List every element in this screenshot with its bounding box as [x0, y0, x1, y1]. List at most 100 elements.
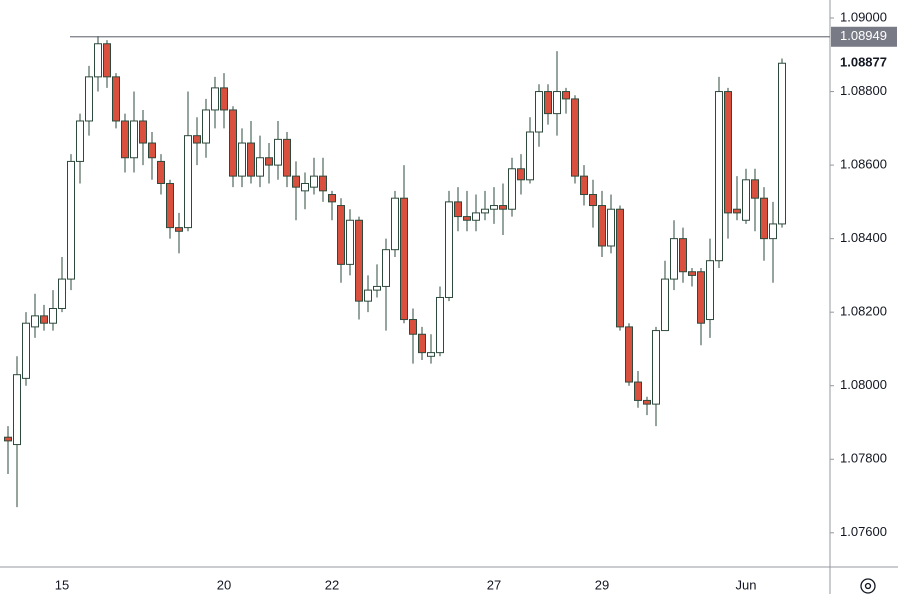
x-tick-label: Jun — [736, 577, 757, 592]
candle-body — [256, 157, 264, 177]
candle-body — [301, 182, 309, 192]
candle-body — [679, 238, 687, 273]
candle-body — [76, 120, 84, 162]
candle-body — [283, 138, 291, 177]
icon-ring — [860, 578, 876, 594]
x-tick-label: 22 — [325, 577, 339, 592]
y-tick-label: 1.08000 — [840, 377, 887, 392]
candle-body — [571, 98, 579, 177]
candle-body — [526, 131, 534, 181]
candle-body — [67, 160, 75, 280]
candle-body — [589, 194, 597, 207]
candle-body — [112, 76, 120, 122]
candle-body — [94, 43, 102, 78]
y-tick-label: 1.07600 — [840, 524, 887, 539]
y-tick-label: 1.09000 — [840, 9, 887, 24]
candle-body — [688, 271, 696, 276]
candle-body — [517, 168, 525, 181]
candle-body — [544, 91, 552, 115]
candle-body — [337, 205, 345, 265]
candle-body — [670, 238, 678, 280]
candle-body — [616, 208, 624, 328]
candle-body — [463, 216, 471, 221]
x-tick-label: 20 — [217, 577, 231, 592]
candle-body — [454, 201, 462, 218]
last-price-box — [831, 53, 897, 74]
candle-body — [175, 227, 183, 232]
candle-body — [202, 109, 210, 144]
candle-body — [40, 315, 48, 324]
level-label: 1.08949 — [840, 28, 887, 43]
candle-body — [157, 160, 165, 184]
candle-body — [13, 374, 21, 446]
candle-body — [742, 179, 750, 221]
candle-body — [31, 315, 39, 328]
candle-body — [139, 120, 147, 144]
candle-body — [391, 197, 399, 251]
candle-body — [598, 205, 606, 247]
candle-body — [346, 219, 354, 265]
candle-body — [733, 208, 741, 214]
candle-body — [373, 285, 381, 291]
candle-body — [445, 201, 453, 298]
candle-body — [607, 208, 615, 247]
last-price-label: 1.08877 — [840, 55, 887, 70]
candle-body — [418, 333, 426, 354]
candle-body — [193, 135, 201, 144]
candle-body — [22, 322, 30, 379]
candle-body — [274, 138, 282, 166]
candle-body — [364, 289, 372, 302]
candle-body — [643, 399, 651, 405]
candle-body — [238, 142, 246, 177]
candle-body — [634, 381, 642, 401]
candle-body — [382, 249, 390, 287]
candle-body — [265, 157, 273, 166]
candle-body — [490, 205, 498, 210]
candle-body — [247, 142, 255, 177]
candle-body — [625, 326, 633, 383]
candle-body — [58, 278, 66, 310]
candle-body — [211, 87, 219, 111]
candle-body — [121, 120, 129, 159]
candle-body — [661, 278, 669, 332]
candle-body — [769, 223, 777, 240]
candle-body — [148, 142, 156, 159]
candle-body — [310, 175, 318, 188]
candle-body — [409, 319, 417, 335]
icon-dot — [864, 582, 872, 590]
candle-body — [229, 109, 237, 177]
candle-body — [508, 168, 516, 210]
y-tick-label: 1.07800 — [840, 451, 887, 466]
candle-body — [184, 135, 192, 229]
candle-body — [751, 179, 759, 199]
candle-body — [553, 91, 561, 115]
candle-body — [4, 436, 12, 442]
candle-body — [697, 271, 705, 324]
candle-body — [436, 296, 444, 354]
candle-body — [400, 197, 408, 321]
x-tick-label: 29 — [595, 577, 609, 592]
y-tick-label: 1.08600 — [840, 157, 887, 172]
candle-body — [355, 219, 363, 302]
candle-body — [328, 194, 336, 203]
candle-body — [562, 91, 570, 100]
candle-body — [499, 205, 507, 210]
settings-icon[interactable] — [860, 578, 876, 594]
candle-body — [220, 87, 228, 111]
candle-body — [103, 43, 111, 78]
y-tick-label: 1.08800 — [840, 83, 887, 98]
candle-body — [481, 208, 489, 214]
candle-body — [427, 352, 435, 357]
y-tick-label: 1.08400 — [840, 230, 887, 245]
x-tick-label: 15 — [55, 577, 69, 592]
candle-body — [130, 120, 138, 159]
candle-body — [166, 182, 174, 229]
candle-body — [760, 197, 768, 240]
candle-body — [472, 212, 480, 221]
candle-body — [292, 175, 300, 188]
x-tick-label: 27 — [487, 577, 501, 592]
y-tick-label: 1.08200 — [840, 304, 887, 319]
candle-body — [580, 175, 588, 196]
candle-body — [319, 175, 327, 192]
candle-body — [724, 91, 732, 214]
